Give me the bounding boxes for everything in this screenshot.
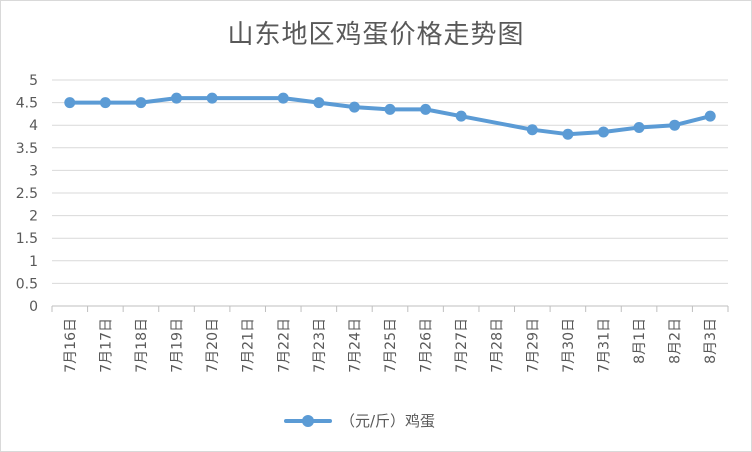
- x-tick-label: 7月16日: [63, 318, 79, 373]
- series-points: [64, 92, 716, 140]
- x-tick-label: 7月27日: [454, 318, 470, 373]
- legend: （元/斤）鸡蛋: [284, 412, 435, 430]
- y-tick-label: 3.5: [16, 141, 38, 157]
- data-point: [348, 101, 360, 113]
- x-tick-label: 7月18日: [134, 318, 150, 373]
- y-tick-label: 0: [29, 299, 38, 315]
- gridlines: [51, 79, 729, 312]
- data-point: [64, 97, 76, 109]
- data-point: [171, 92, 183, 104]
- data-point: [384, 103, 396, 115]
- x-tick-label: 8月3日: [703, 318, 719, 364]
- chart-title: 山东地区鸡蛋价格走势图: [227, 20, 525, 50]
- x-tick-label: 7月21日: [241, 318, 257, 373]
- data-point: [704, 110, 716, 122]
- x-axis-ticks: 7月16日 7月17日 7月18日 7月19日 7月20日 7月21日 7月22日 7月23日…: [63, 318, 719, 373]
- y-tick-label: 1: [29, 254, 38, 270]
- legend-label: （元/斤）鸡蛋: [340, 412, 435, 430]
- y-axis-ticks: 0 0.5 1 1.5 2 2.5 3 3.5 4 4.5 5: [16, 73, 38, 315]
- x-tick-label: 7月30日: [561, 318, 577, 373]
- x-tick-label: 7月28日: [490, 318, 506, 373]
- data-point: [633, 121, 645, 133]
- data-point: [562, 128, 574, 140]
- x-tick-label: 7月19日: [170, 318, 186, 373]
- data-point: [669, 119, 681, 131]
- y-tick-label: 0.5: [16, 276, 38, 292]
- x-tick-label: 7月24日: [347, 318, 363, 373]
- y-tick-label: 1.5: [16, 231, 38, 247]
- x-tick-label: 7月23日: [312, 318, 328, 373]
- x-tick-label: 7月20日: [205, 318, 221, 373]
- data-point: [99, 97, 111, 109]
- data-point: [597, 126, 609, 138]
- y-tick-label: 4.5: [16, 96, 38, 112]
- x-tick-label: 8月2日: [668, 318, 684, 364]
- data-point: [455, 110, 467, 122]
- y-tick-label: 5: [29, 73, 38, 89]
- x-tick-label: 7月25日: [383, 318, 399, 373]
- data-point: [135, 97, 147, 109]
- series-line: [67, 96, 713, 137]
- legend-marker: [302, 415, 314, 427]
- x-tick-label: 7月22日: [276, 318, 292, 373]
- y-tick-label: 4: [29, 118, 38, 134]
- data-point: [313, 97, 325, 109]
- data-point: [420, 103, 432, 115]
- x-tick-label: 7月29日: [525, 318, 541, 373]
- x-tick-label: 7月17日: [98, 318, 114, 373]
- y-tick-label: 2: [29, 209, 38, 225]
- x-tick-label: 7月26日: [419, 318, 435, 373]
- series-lines: [67, 96, 713, 137]
- y-tick-label: 3: [29, 163, 38, 179]
- x-tick-label: 7月31日: [596, 318, 612, 373]
- data-point: [526, 124, 538, 136]
- y-tick-label: 2.5: [16, 186, 38, 202]
- data-point: [206, 92, 218, 104]
- x-tick-label: 8月1日: [632, 318, 648, 364]
- data-point: [277, 92, 289, 104]
